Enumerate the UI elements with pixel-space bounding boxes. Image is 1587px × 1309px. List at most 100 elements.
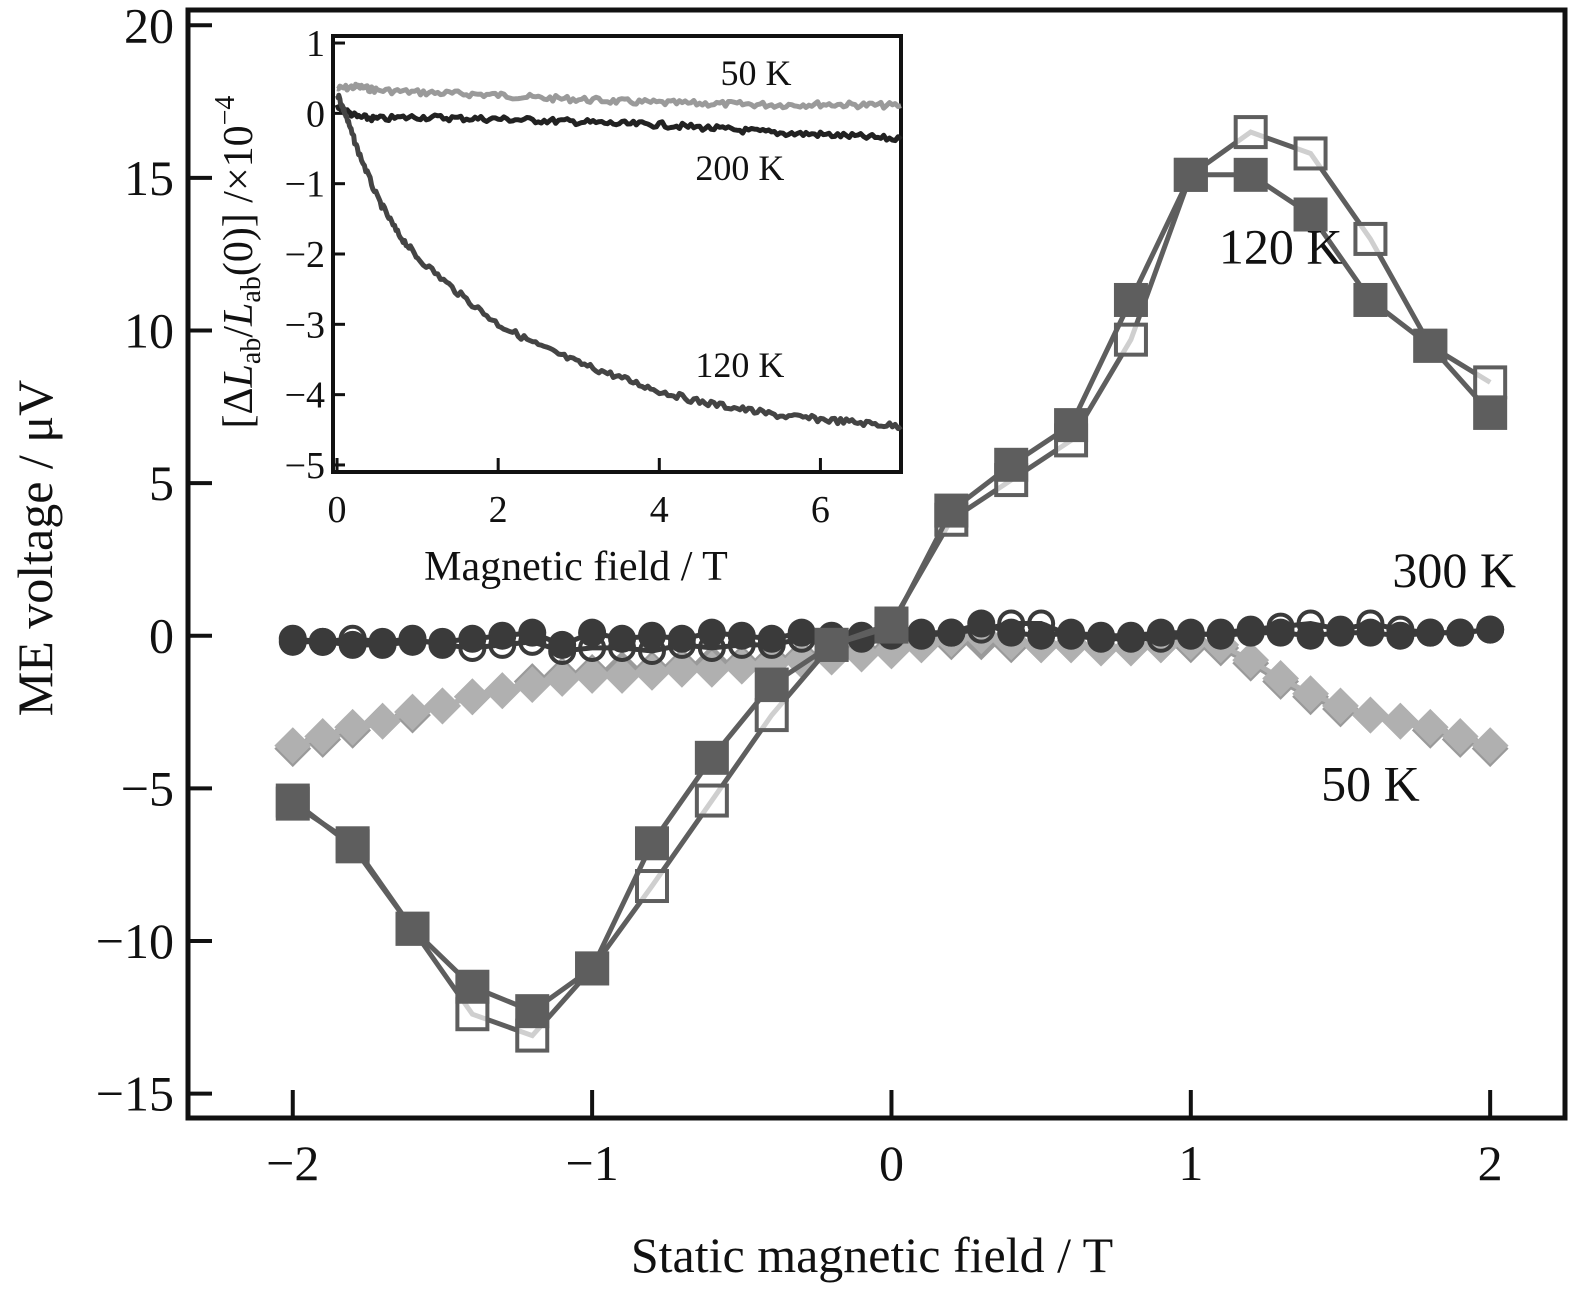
circle-filled-marker bbox=[428, 627, 457, 656]
circle-filled-marker bbox=[1356, 618, 1385, 647]
main-y-axis-label: ME voltage / μV bbox=[7, 380, 63, 716]
square-open-marker bbox=[1293, 136, 1328, 171]
inset-curve bbox=[335, 92, 903, 432]
diamond-marker bbox=[424, 687, 461, 725]
inset-y-tick-label: −2 bbox=[285, 234, 325, 276]
circle-filled-marker bbox=[1116, 621, 1145, 650]
diamond-marker bbox=[274, 727, 312, 765]
inset-y-label-zero: (0)] /×10 bbox=[216, 125, 262, 276]
inset-y-label-ab1: ab bbox=[236, 338, 267, 364]
main-x-tick-label: 0 bbox=[879, 1135, 904, 1191]
diamond-marker bbox=[573, 656, 611, 694]
circle-filled-marker bbox=[667, 624, 696, 653]
inset-y-label-L2: L bbox=[216, 303, 262, 327]
inset-y-tick-label: 0 bbox=[306, 93, 325, 135]
square-filled-marker bbox=[694, 740, 729, 775]
annotation-50k: 50 K bbox=[1321, 756, 1420, 812]
main-x-tick-label: 2 bbox=[1478, 1135, 1503, 1191]
annotation-300k: 300 K bbox=[1392, 542, 1516, 598]
circle-filled-marker bbox=[548, 630, 577, 659]
diamond-marker bbox=[633, 653, 671, 691]
diamond-marker bbox=[394, 693, 431, 731]
diamond-marker bbox=[1262, 660, 1300, 697]
diamond-marker bbox=[543, 660, 581, 697]
diamond-marker bbox=[663, 650, 701, 688]
circle-filled-marker bbox=[458, 624, 487, 653]
circle-filled-marker bbox=[757, 624, 786, 653]
main-x-axis-label: Static magnetic field / T bbox=[631, 1227, 1113, 1283]
square-filled-marker bbox=[335, 826, 370, 861]
circle-filled-marker bbox=[907, 618, 936, 647]
diamond-marker bbox=[1352, 696, 1389, 734]
circle-filled-marker bbox=[1027, 621, 1056, 650]
square-open-marker bbox=[1353, 221, 1388, 256]
square-filled-marker bbox=[395, 911, 430, 946]
circle-filled-marker bbox=[608, 624, 637, 653]
circle-filled-marker bbox=[398, 627, 427, 656]
circle-filled-marker bbox=[637, 621, 666, 650]
circle-filled-marker bbox=[1206, 621, 1235, 650]
inset-curve bbox=[336, 81, 902, 111]
circle-filled-marker bbox=[1266, 618, 1295, 647]
main-x-tick-label: −1 bbox=[566, 1135, 619, 1191]
square-filled-marker bbox=[754, 667, 789, 702]
circle-filled-marker bbox=[1446, 618, 1475, 647]
square-filled-marker bbox=[1353, 282, 1388, 317]
inset-x-tick-label: 4 bbox=[650, 489, 669, 531]
main-y-tick-label: 15 bbox=[124, 150, 174, 206]
square-filled-marker bbox=[874, 609, 909, 644]
main-x-tick-label: −2 bbox=[266, 1135, 319, 1191]
inset-y-tick-label: −5 bbox=[285, 445, 325, 487]
inset-y-label-slash: / bbox=[216, 326, 262, 338]
inset-x-axis-label: Magnetic field / T bbox=[424, 544, 728, 590]
square-open-marker bbox=[1473, 365, 1508, 400]
inset-annotation-120k: 120 K bbox=[695, 345, 784, 385]
main-y-tick-label: 10 bbox=[124, 302, 174, 358]
square-filled-marker bbox=[934, 493, 969, 528]
circle-filled-marker bbox=[308, 627, 337, 656]
inset-y-label-L1: L bbox=[216, 364, 262, 388]
diamond-marker bbox=[364, 702, 401, 740]
square-filled-marker bbox=[1473, 395, 1508, 430]
circle-filled-marker bbox=[278, 627, 307, 656]
inset-curve bbox=[334, 103, 903, 144]
inset-y-tick-label: 1 bbox=[306, 23, 325, 65]
square-filled-marker bbox=[1413, 328, 1448, 363]
circle-filled-marker bbox=[967, 609, 996, 638]
inset-y-tick-label: −3 bbox=[285, 304, 325, 346]
diamond-marker bbox=[304, 718, 342, 755]
square-filled-marker bbox=[814, 627, 849, 662]
square-filled-marker bbox=[1293, 197, 1328, 232]
main-y-tick-label: 20 bbox=[124, 0, 174, 53]
square-open-marker bbox=[694, 783, 729, 818]
circle-filled-marker bbox=[488, 621, 517, 650]
square-filled-marker bbox=[515, 994, 550, 1029]
inset-annotation-50k: 50 K bbox=[720, 53, 791, 93]
diamond-marker bbox=[693, 650, 731, 688]
circle-filled-marker bbox=[727, 621, 756, 650]
diamond-marker bbox=[1232, 641, 1270, 679]
diamond-marker bbox=[1322, 687, 1359, 725]
square-open-marker bbox=[754, 698, 789, 733]
diamond-marker bbox=[1471, 727, 1509, 765]
inset-y-label-bracket: [Δ bbox=[216, 387, 262, 428]
diamond-marker bbox=[453, 678, 491, 716]
square-filled-marker bbox=[455, 969, 490, 1004]
inset-ticks: 0 2 4 6 1 0 −1 −2 −3 −4 −5 bbox=[285, 23, 830, 531]
circle-filled-marker bbox=[1326, 618, 1355, 647]
circle-filled-marker bbox=[937, 618, 966, 647]
main-x-tick-label: 1 bbox=[1178, 1135, 1203, 1191]
circle-filled-marker bbox=[1236, 618, 1265, 647]
inset-y-tick-label: −4 bbox=[285, 375, 325, 417]
main-y-tick-label: −15 bbox=[96, 1066, 174, 1122]
diamond-marker bbox=[1441, 718, 1479, 755]
square-filled-marker bbox=[634, 826, 669, 861]
main-y-tick-label: −5 bbox=[121, 760, 174, 816]
inset-annotation-200k: 200 K bbox=[695, 148, 784, 188]
main-series bbox=[274, 115, 1509, 1053]
circle-filled-marker bbox=[1416, 618, 1445, 647]
inset-y-label-ab2: ab bbox=[236, 276, 267, 302]
circle-filled-marker bbox=[1386, 621, 1415, 650]
square-filled-marker bbox=[575, 951, 610, 986]
